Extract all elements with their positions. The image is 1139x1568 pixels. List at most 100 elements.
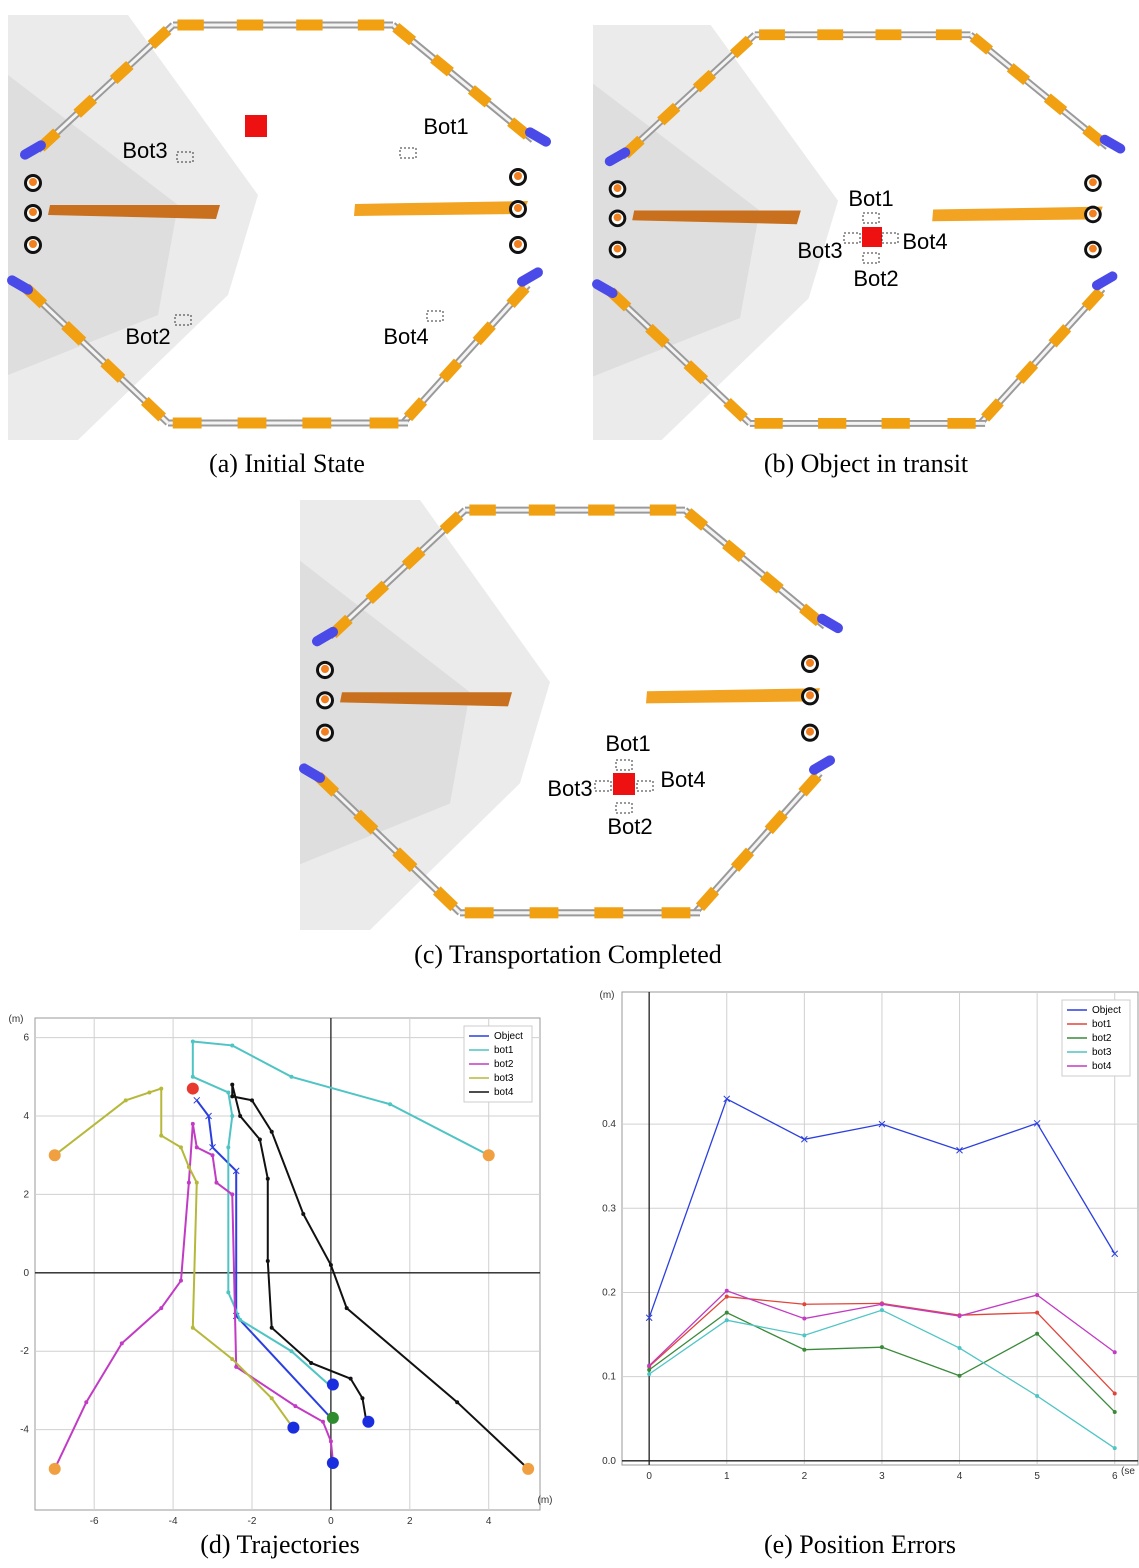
point-marker bbox=[1035, 1311, 1039, 1315]
y-tick-label: 0.3 bbox=[602, 1203, 616, 1214]
waypoint bbox=[327, 1379, 339, 1391]
point-marker bbox=[230, 1043, 234, 1047]
point-marker bbox=[1035, 1293, 1039, 1297]
cone bbox=[321, 728, 329, 736]
waypoint bbox=[287, 1422, 299, 1434]
waypoint bbox=[362, 1416, 374, 1428]
point-marker bbox=[1113, 1410, 1117, 1414]
point-marker bbox=[958, 1346, 962, 1350]
point-marker bbox=[802, 1317, 806, 1321]
y-tick-label: 0 bbox=[23, 1268, 29, 1279]
caption: (c) Transportation Completed bbox=[414, 940, 722, 969]
point-marker bbox=[238, 1318, 242, 1322]
y-tick-label: -4 bbox=[20, 1425, 29, 1436]
point-marker bbox=[647, 1364, 651, 1368]
x-axis-label: (se bbox=[1121, 1466, 1135, 1477]
point-marker bbox=[725, 1289, 729, 1293]
point-marker bbox=[230, 1357, 234, 1361]
legend-label: bot4 bbox=[494, 1087, 514, 1098]
scene bbox=[8, 15, 565, 440]
point-marker bbox=[159, 1306, 163, 1310]
cone bbox=[514, 240, 522, 248]
point-marker bbox=[329, 1263, 333, 1267]
x-tick-label: -4 bbox=[169, 1516, 178, 1527]
y-axis-label: (m) bbox=[9, 1014, 24, 1025]
y-tick-label: 0.4 bbox=[602, 1119, 616, 1130]
point-marker bbox=[159, 1087, 163, 1091]
point-marker bbox=[266, 1259, 270, 1263]
x-tick-label: -6 bbox=[90, 1516, 99, 1527]
point-marker bbox=[84, 1400, 88, 1404]
point-marker bbox=[725, 1295, 729, 1299]
robot-label: Bot1 bbox=[848, 186, 893, 211]
waypoint bbox=[49, 1149, 61, 1161]
legend-label: Object bbox=[494, 1031, 523, 1042]
x-tick-label: 0 bbox=[328, 1516, 334, 1527]
point-marker bbox=[1113, 1350, 1117, 1354]
x-tick-label: 2 bbox=[407, 1516, 413, 1527]
robot-label: Bot1 bbox=[605, 731, 650, 756]
point-marker bbox=[647, 1368, 651, 1372]
waypoint bbox=[327, 1412, 339, 1424]
robot-label: Bot4 bbox=[902, 229, 947, 254]
cone bbox=[321, 695, 329, 703]
point-marker bbox=[329, 1439, 333, 1443]
point-marker bbox=[321, 1420, 325, 1424]
caption: (a) Initial State bbox=[209, 449, 365, 478]
waypoint bbox=[49, 1463, 61, 1475]
figure: Bot3Bot1Bot2Bot4(a) Initial StateBot1Bot… bbox=[0, 0, 1139, 1568]
x-tick-label: 4 bbox=[957, 1471, 963, 1482]
point-marker bbox=[289, 1349, 293, 1353]
cone bbox=[514, 172, 522, 180]
robot-label: Bot3 bbox=[797, 238, 842, 263]
robot-label: Bot3 bbox=[547, 776, 592, 801]
x-tick-label: 2 bbox=[802, 1471, 808, 1482]
point-marker bbox=[258, 1138, 262, 1142]
point-marker bbox=[880, 1302, 884, 1306]
x-tick-label: 6 bbox=[1112, 1471, 1118, 1482]
point-marker bbox=[1035, 1332, 1039, 1336]
legend-label: bot3 bbox=[1092, 1047, 1112, 1058]
point-marker bbox=[880, 1345, 884, 1349]
point-marker bbox=[187, 1165, 191, 1169]
point-marker bbox=[880, 1308, 884, 1312]
waypoint bbox=[187, 1083, 199, 1095]
point-marker bbox=[179, 1279, 183, 1283]
point-marker bbox=[195, 1145, 199, 1149]
point-marker bbox=[309, 1361, 313, 1365]
cone bbox=[614, 184, 622, 192]
legend-label: bot2 bbox=[1092, 1033, 1112, 1044]
point-marker bbox=[270, 1396, 274, 1400]
point-marker bbox=[238, 1114, 242, 1118]
cone bbox=[806, 659, 814, 667]
robot-label: Bot4 bbox=[660, 767, 705, 792]
cone bbox=[29, 208, 37, 216]
cone bbox=[614, 245, 622, 253]
point-marker bbox=[191, 1040, 195, 1044]
y-tick-label: 0.0 bbox=[602, 1456, 616, 1467]
y-tick-label: 0.1 bbox=[602, 1372, 616, 1383]
cone bbox=[514, 204, 522, 212]
y-tick-label: 2 bbox=[23, 1189, 29, 1200]
point-marker bbox=[187, 1181, 191, 1185]
point-marker bbox=[455, 1400, 459, 1404]
point-marker bbox=[647, 1372, 651, 1376]
point-marker bbox=[211, 1153, 215, 1157]
point-marker bbox=[250, 1098, 254, 1102]
point-marker bbox=[214, 1181, 218, 1185]
caption: (e) Position Errors bbox=[764, 1530, 956, 1559]
x-tick-label: 0 bbox=[646, 1471, 652, 1482]
robot-label: Bot1 bbox=[423, 114, 468, 139]
robot-label: Bot3 bbox=[122, 138, 167, 163]
point-marker bbox=[120, 1341, 124, 1345]
x-tick-label: 4 bbox=[486, 1516, 492, 1527]
point-marker bbox=[725, 1318, 729, 1322]
point-marker bbox=[349, 1377, 353, 1381]
cone bbox=[614, 213, 622, 221]
cone bbox=[1089, 210, 1097, 218]
object bbox=[862, 227, 882, 247]
point-marker bbox=[159, 1134, 163, 1138]
point-marker bbox=[195, 1181, 199, 1185]
legend-label: bot2 bbox=[494, 1059, 514, 1070]
legend-label: bot3 bbox=[494, 1073, 514, 1084]
